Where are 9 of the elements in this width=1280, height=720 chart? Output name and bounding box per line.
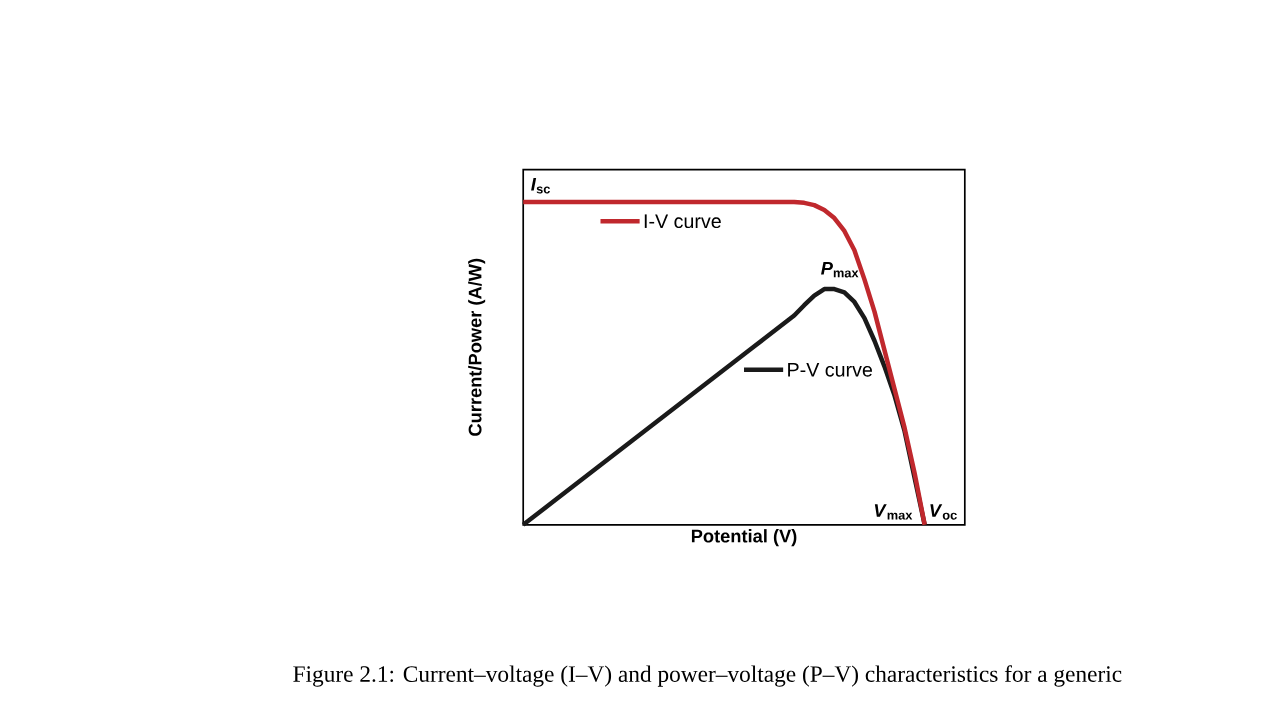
y-axis-title: Current/Power (A/W)	[468, 258, 486, 436]
legend-label: P-V curve	[788, 362, 873, 377]
annotation: P$_{max}$	[821, 261, 859, 278]
caption: Figure 2.1: Current–voltage (I–V) and power–voltage (P–V) characteristics for a generic	[293, 665, 1122, 687]
x-axis-title: Potential (V)	[691, 529, 797, 547]
annotation: V$_{max}$	[874, 504, 913, 520]
legend-label: I-V curve	[644, 214, 721, 229]
text: I$_{sc}$	[531, 178, 551, 194]
text: V$_{oc}$	[930, 504, 957, 520]
